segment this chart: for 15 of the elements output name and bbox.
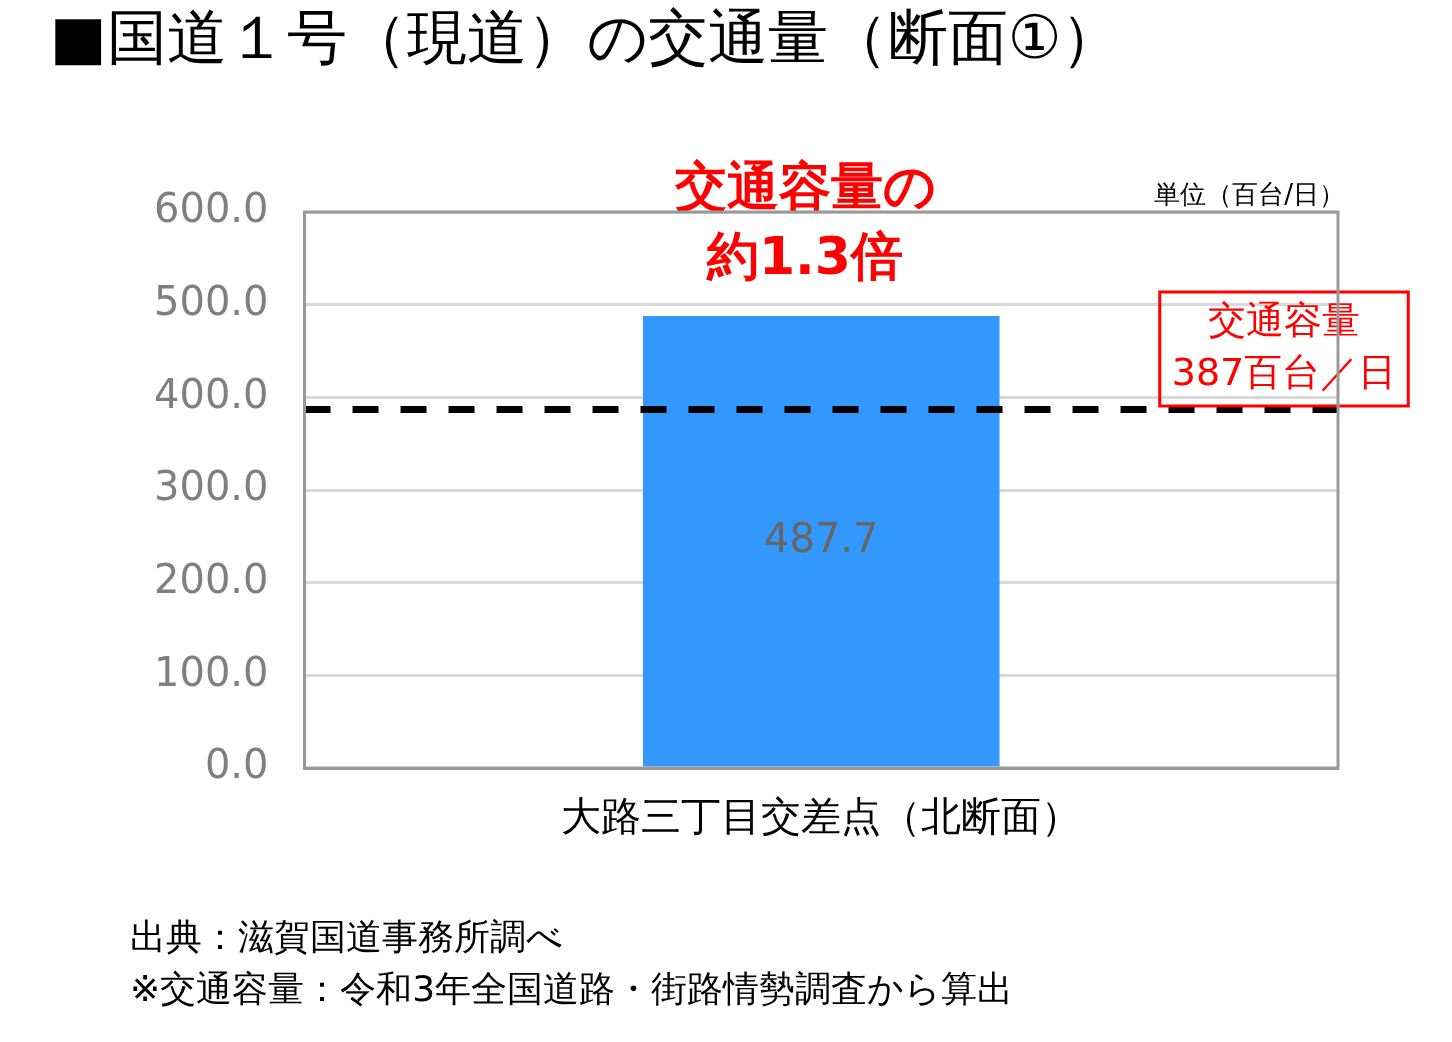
y-tick-label: 400.0: [154, 370, 269, 417]
data-label: 487.7: [764, 514, 879, 561]
annotation: 約1.3倍: [705, 225, 904, 286]
chart-title: ■国道１号（現道）の交通量（断面①）: [50, 1, 1122, 72]
source-note: 出典：滋賀国道事務所調べ: [130, 916, 563, 958]
text: ※交通容量：令和3年全国道路・街路情勢調査から算出: [130, 968, 1014, 1010]
y-tick-label: 100.0: [154, 648, 269, 695]
y-tick-label: 500.0: [154, 278, 269, 325]
y-tick-label: 600.0: [154, 185, 269, 232]
x-tick-label: 大路三丁目交差点（北断面）: [561, 793, 1082, 840]
y-tick-label: 300.0: [154, 463, 269, 510]
y-tick-label: 200.0: [154, 556, 269, 603]
text: 単位（百台/日）: [1154, 178, 1345, 209]
annotation: 交通容量の: [673, 155, 936, 216]
y-tick-label: 0.0: [204, 741, 269, 788]
